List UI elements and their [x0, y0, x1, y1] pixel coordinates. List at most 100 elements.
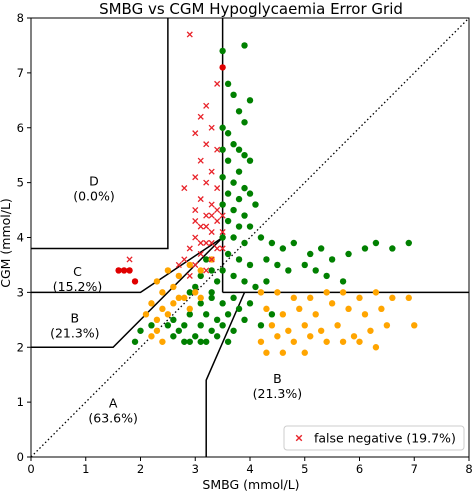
data-point — [175, 272, 183, 280]
false-negative-point — [192, 234, 199, 241]
false-negative-point — [208, 124, 215, 131]
data-point — [334, 322, 341, 329]
false-negative-point — [181, 256, 188, 263]
data-point — [186, 261, 193, 269]
data-point — [235, 305, 243, 313]
false-negative-point — [219, 245, 226, 252]
data-point — [290, 294, 297, 302]
data-point — [197, 300, 204, 307]
data-point — [203, 311, 210, 318]
data-point — [307, 333, 314, 340]
data-point — [241, 278, 248, 285]
data-point — [181, 322, 188, 329]
data-point — [257, 322, 265, 329]
data-point — [137, 327, 144, 334]
data-point — [219, 234, 226, 241]
data-point — [208, 267, 215, 274]
data-point — [224, 338, 232, 345]
zone-boundary-3 — [31, 236, 224, 294]
false-negative-point — [214, 80, 221, 87]
legend-marker-icon — [295, 434, 303, 442]
x-tick-label: 6 — [356, 462, 363, 476]
data-point — [257, 234, 265, 241]
data-point — [230, 327, 237, 334]
data-point — [197, 338, 204, 345]
false-negative-point — [203, 239, 210, 247]
data-point — [246, 300, 254, 307]
data-point — [203, 338, 210, 345]
false-negative-point — [203, 267, 210, 274]
zone-boundary-4 — [31, 236, 224, 348]
data-point — [317, 245, 325, 252]
data-point — [290, 239, 297, 247]
false-negative-point — [192, 174, 199, 181]
data-point — [170, 300, 177, 307]
y-tick-label: 7 — [17, 66, 24, 80]
data-point — [252, 283, 259, 291]
data-point — [186, 311, 193, 318]
false-negative-point — [175, 261, 182, 268]
false-negative-point — [197, 113, 204, 120]
data-point — [263, 305, 270, 313]
data-point — [224, 130, 232, 137]
data-point — [307, 294, 314, 302]
data-point — [328, 300, 336, 307]
zone-label: A — [109, 396, 118, 411]
data-point — [235, 223, 243, 230]
data-point — [263, 349, 270, 356]
data-point — [224, 217, 232, 225]
data-point — [230, 91, 237, 99]
zone-percentage: (21.3%) — [50, 326, 99, 341]
data-point — [312, 311, 319, 318]
y-tick-label: 3 — [17, 285, 24, 299]
data-point — [219, 173, 226, 181]
false-negative-point — [126, 256, 133, 263]
data-point — [246, 261, 254, 269]
data-point — [241, 151, 248, 159]
false-negative-point — [214, 245, 221, 252]
data-point — [153, 327, 161, 334]
chart-title: SMBG vs CGM Hypoglycaemia Error Grid — [99, 0, 403, 18]
false-negative-point — [197, 157, 204, 164]
data-point — [170, 283, 177, 291]
data-point — [241, 42, 248, 49]
data-point — [197, 267, 204, 274]
data-point — [268, 239, 276, 247]
legend-label: false negative (19.7%) — [314, 431, 456, 446]
data-point — [192, 283, 199, 291]
data-point — [230, 141, 237, 148]
data-point — [175, 294, 183, 302]
false-negative-point — [181, 185, 188, 192]
data-point — [203, 256, 210, 263]
false-negative-point — [186, 272, 193, 279]
plot-area: A(63.6%)B(21.3%)B(21.3%)C(15.2%)D(0.0%) — [31, 18, 469, 457]
zone-boundary-0 — [31, 18, 169, 250]
data-point — [192, 333, 199, 340]
y-tick-label: 6 — [17, 121, 24, 135]
data-point — [170, 333, 177, 340]
data-point — [126, 267, 133, 274]
data-point — [224, 80, 232, 88]
data-point — [279, 311, 287, 318]
data-point — [235, 108, 243, 115]
data-point — [181, 338, 188, 345]
series-0 — [131, 42, 412, 345]
data-point — [241, 212, 248, 219]
x-tick-label: 2 — [137, 462, 144, 476]
data-point — [235, 195, 243, 203]
series-2 — [115, 64, 226, 285]
data-point — [159, 289, 166, 296]
data-point — [131, 338, 139, 345]
zone-percentage: (0.0%) — [73, 188, 115, 203]
zone-boundary-5 — [205, 292, 246, 457]
false-negative-point — [203, 212, 210, 219]
false-negative-point — [197, 250, 204, 258]
data-point — [356, 294, 363, 302]
data-point — [208, 327, 215, 334]
zone-label: B — [273, 371, 282, 386]
data-point — [148, 300, 155, 307]
data-point — [345, 305, 352, 313]
data-point — [312, 267, 319, 274]
data-point — [170, 316, 177, 324]
legend-box — [283, 425, 465, 451]
